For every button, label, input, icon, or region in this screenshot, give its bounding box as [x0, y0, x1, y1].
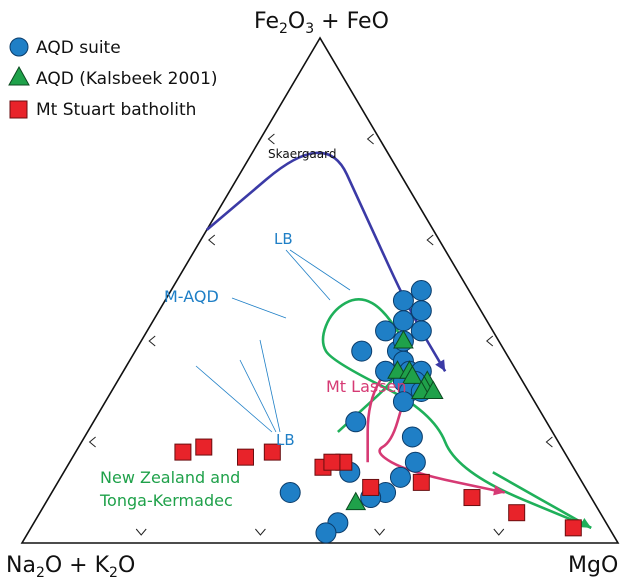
ternary-frame — [20, 36, 620, 544]
point-0-22 — [279, 482, 301, 503]
tick-mark — [88, 436, 96, 448]
tick-bottom-3 — [374, 528, 385, 536]
tick-mark — [486, 335, 494, 347]
annotation-nz-line2: Tonga-Kermadec — [99, 491, 233, 510]
point-2-10 — [508, 504, 526, 522]
point-2-6 — [323, 453, 341, 471]
annotation-mt-lassen: Mt Lassen — [326, 377, 407, 396]
legend-triangle-icon — [8, 65, 30, 86]
point-0-7 — [392, 290, 414, 312]
trend-line-2 — [492, 471, 592, 529]
tick-mark — [267, 133, 275, 145]
point-0-18 — [345, 411, 367, 433]
annotations: Skaergaard LB M-AQD Mt Lassen LB New Zea… — [99, 147, 407, 510]
point-0-19 — [401, 426, 423, 448]
point-0-27 — [315, 522, 337, 544]
tick-right-1 — [366, 133, 374, 145]
point-0-0 — [375, 320, 397, 342]
vertex-labels: Fe2O3 + FeO Na2O + K2O MgO — [6, 9, 618, 581]
point-2-2 — [263, 443, 281, 461]
annotation-skaergaard: Skaergaard — [268, 147, 336, 161]
tick-right-2 — [426, 234, 434, 246]
point-2-3 — [237, 448, 254, 466]
point-2-1 — [195, 438, 213, 456]
point-2-8 — [412, 473, 430, 491]
point-0-8 — [392, 310, 414, 332]
point-2-11 — [564, 519, 582, 537]
tick-bottom-2 — [255, 528, 266, 536]
point-1-7 — [422, 380, 444, 399]
legend-label-aqd-suite: AQD suite — [36, 38, 121, 58]
trend-arrowhead-0 — [435, 359, 446, 372]
point-0-20 — [404, 451, 426, 473]
tick-mark — [374, 528, 385, 536]
triangle-outline — [20, 36, 620, 544]
vertex-label-left: Na2O + K2O — [6, 553, 135, 581]
legend-label-aqd-kalsbeek: AQD (Kalsbeek 2001) — [36, 69, 218, 89]
legend-square-icon — [9, 100, 28, 119]
tick-mark — [545, 436, 553, 448]
trend-arrowhead-3 — [493, 485, 505, 496]
tick-right-3 — [486, 335, 494, 347]
tick-mark — [493, 528, 505, 536]
tick-mark — [135, 528, 147, 536]
tick-left-4 — [88, 436, 96, 448]
point-0-6 — [410, 280, 432, 301]
vertex-label-right: MgO — [568, 553, 618, 578]
data-points — [174, 280, 582, 544]
annotation-nz-line1: New Zealand and — [100, 468, 240, 487]
legend-label-mt-stuart: Mt Stuart batholith — [36, 100, 196, 120]
point-0-5 — [410, 300, 432, 322]
tick-bottom-4 — [493, 528, 505, 536]
leader-line-m-aqd — [231, 297, 287, 319]
point-2-0 — [174, 443, 192, 461]
leader-line-0 — [285, 249, 331, 301]
tick-mark — [208, 234, 216, 246]
tick-mark — [148, 335, 156, 347]
tick-left-2 — [208, 234, 216, 246]
tick-mark — [255, 528, 266, 536]
tick-left-3 — [148, 335, 156, 347]
point-0-23 — [389, 466, 411, 488]
tick-mark — [426, 234, 434, 246]
point-2-7 — [362, 478, 380, 496]
leader-line-1 — [289, 249, 351, 291]
legend-circle-icon — [9, 37, 29, 57]
annotation-m-aqd: M-AQD — [164, 287, 219, 306]
point-1-0 — [393, 329, 414, 349]
tick-bottom-1 — [135, 528, 147, 536]
point-2-9 — [463, 489, 481, 507]
ternary-ticks — [88, 133, 553, 536]
vertex-label-top: Fe2O3 + FeO — [254, 9, 389, 37]
point-0-3 — [351, 340, 373, 362]
tick-mark — [366, 133, 374, 145]
trend-arrowhead-2 — [579, 517, 592, 528]
point-1-8 — [345, 491, 367, 511]
leader-line-2 — [239, 359, 277, 433]
tick-right-4 — [545, 436, 553, 448]
tick-left-1 — [267, 133, 275, 145]
point-1-3 — [402, 365, 423, 384]
annotation-lb-top: LB — [274, 230, 293, 248]
point-0-17 — [392, 391, 414, 413]
leader-line-3 — [195, 365, 273, 433]
annotation-lb-bottom: LB — [276, 431, 295, 449]
legend: AQD suite AQD (Kalsbeek 2001) Mt Stuart … — [8, 37, 218, 120]
point-0-2 — [410, 320, 432, 342]
leader-line-4 — [259, 339, 281, 433]
